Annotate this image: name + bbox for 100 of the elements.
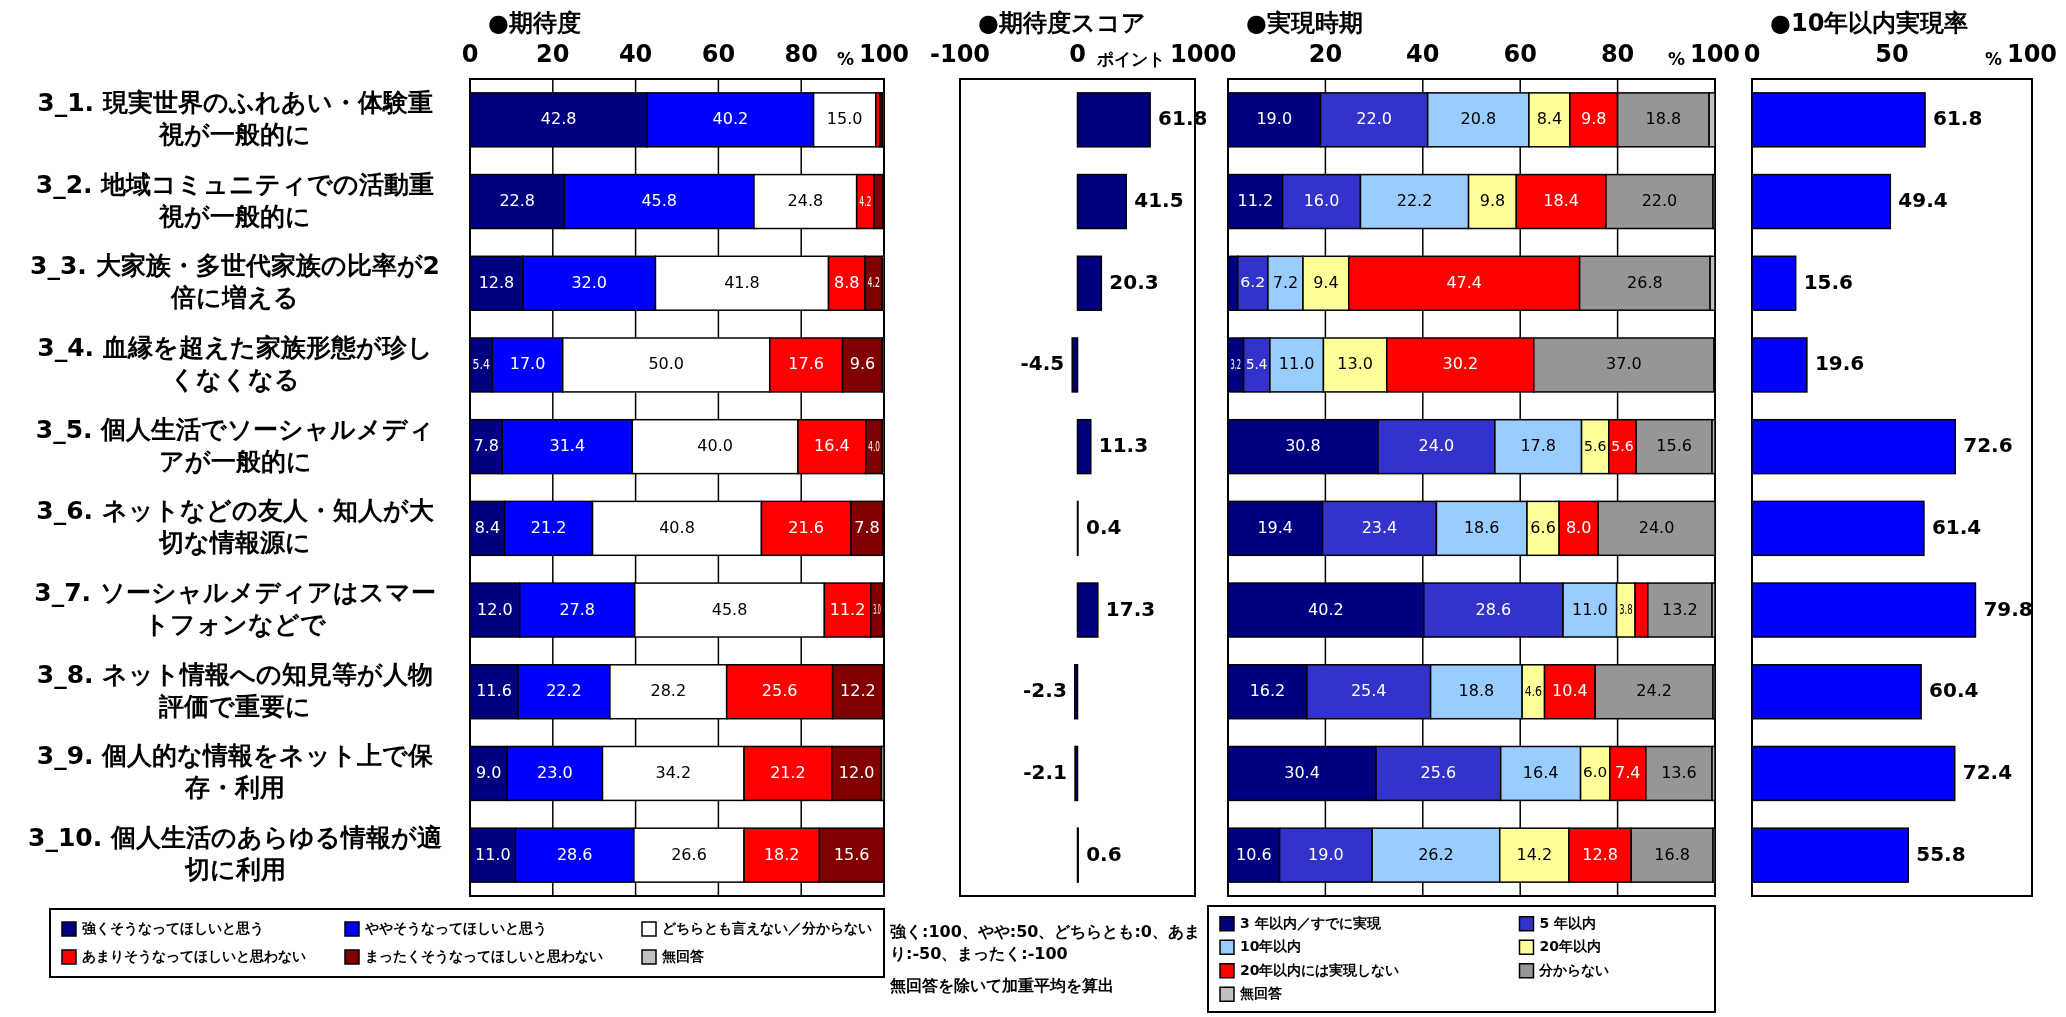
data-label: 16.4: [1522, 762, 1559, 782]
data-label: 17.8: [1520, 436, 1557, 456]
data-label: 9.0: [475, 762, 502, 782]
y-tick-label: 3_10. 個人生活のあらゆる情報が適切に利用: [28, 823, 442, 885]
data-label: 4.2: [867, 274, 890, 291]
data-label: 17.3: [1105, 596, 1156, 621]
legend-label: 20年以内: [1539, 938, 1601, 955]
chart-title: ●実現時期: [1246, 9, 1363, 37]
data-label: 16.2: [1249, 681, 1286, 701]
data-label: 11.0: [474, 844, 511, 864]
y-tick-label: 3_2. 地域コミュニティでの活動重視が一般的に: [35, 169, 435, 231]
data-label: 21.2: [770, 762, 806, 782]
data-label: 11.2: [1237, 191, 1274, 211]
data-label: 6.2: [1240, 274, 1266, 291]
data-label: 40.2: [1308, 599, 1344, 619]
data-label: 45.8: [711, 599, 748, 619]
data-label: 32.0: [571, 272, 608, 292]
chart-title: ●10年以内実現率: [1770, 9, 1969, 37]
data-label: 11.0: [1278, 354, 1315, 374]
data-label: 7.2: [1272, 272, 1299, 292]
y-tick-label: 3_8. ネット情報への知見等が人物評価で重要に: [36, 659, 434, 721]
data-label: 7.8: [854, 517, 880, 537]
legend-label: どちらとも言えない／分からない: [662, 920, 872, 936]
data-label: 12.2: [840, 681, 876, 701]
data-label: 3.8: [1619, 601, 1642, 618]
data-label: 5.6: [1611, 437, 1634, 454]
data-label: 27.8: [559, 599, 596, 619]
data-label: 40.2: [712, 109, 749, 129]
data-label: 5.6: [1584, 437, 1607, 454]
y-tick-label: 3_1. 現実世界のふれあい・体験重視が一般的に: [37, 87, 433, 149]
data-label: 41.5: [1134, 188, 1184, 213]
data-label: 26.6: [671, 844, 707, 864]
bar: [1076, 582, 1099, 638]
data-label: 0.6: [1086, 841, 1122, 866]
data-label: 26.2: [1418, 844, 1454, 864]
legend-label: あまりそうなってほしいと思わない: [82, 948, 306, 965]
data-label: 72.4: [1962, 759, 2013, 784]
legend-label: 3 年以内／すでに実現: [1240, 914, 1382, 931]
x-tick-label: 40: [618, 40, 653, 68]
data-label: 16.4: [814, 436, 850, 456]
data-label: 10.6: [1236, 844, 1272, 864]
data-label: 19.0: [1256, 109, 1293, 129]
data-label: 25.6: [1420, 762, 1457, 782]
legend-label: ややそうなってほしいと思う: [364, 920, 547, 937]
data-label: 24.0: [1638, 517, 1675, 537]
data-label: 18.8: [1645, 109, 1682, 129]
data-label: 11.3: [1098, 433, 1149, 458]
data-label: 4.0: [868, 437, 891, 454]
bar: [1076, 418, 1092, 475]
bar: [1076, 255, 1103, 311]
data-label: 30.4: [1284, 762, 1320, 782]
x-tick-label: 60: [1503, 40, 1537, 68]
data-label: 11.6: [476, 681, 512, 701]
x-tick-label: 80: [784, 40, 818, 68]
legend-label: 20年以内には実現しない: [1240, 961, 1400, 978]
data-label: 24.0: [1418, 436, 1455, 456]
data-label: 61.8: [1933, 106, 1983, 131]
data-label: 11.0: [1572, 599, 1608, 619]
x-axis-title: %: [836, 49, 854, 69]
data-label: 12.8: [478, 272, 515, 292]
bar: [1076, 173, 1128, 230]
x-tick-label: 20: [536, 40, 570, 68]
x-axis-title: %: [1667, 49, 1685, 69]
data-label: 5.4: [1246, 355, 1269, 372]
data-label: 42.8: [540, 109, 577, 129]
data-label: 31.4: [549, 436, 586, 456]
data-label: 41.8: [724, 272, 760, 292]
x-axis-title: %: [1984, 49, 2002, 69]
data-label: 30.2: [1442, 354, 1479, 374]
data-label: 12.0: [477, 599, 513, 619]
data-label: 12.0: [838, 762, 875, 782]
x-axis-title: ポイント: [1096, 49, 1165, 69]
x-tick-label: 100: [2006, 40, 2058, 68]
data-label: 20.8: [1460, 109, 1497, 129]
data-label: 60.4: [1929, 678, 1979, 703]
data-label: 79.8: [1983, 596, 2033, 621]
data-label: 61.4: [1931, 514, 1982, 539]
data-label: 6.6: [1530, 517, 1556, 537]
data-label: 23.4: [1361, 517, 1398, 537]
data-label: 0.4: [1085, 514, 1122, 539]
bar: [1071, 337, 1079, 393]
data-label: 8.0: [1565, 517, 1592, 537]
data-label: -2.3: [1023, 678, 1067, 703]
data-label: 3.0: [873, 601, 896, 618]
data-label: 40.8: [659, 517, 695, 537]
data-label: 15.6: [833, 844, 870, 864]
data-label: 9.8: [1479, 191, 1506, 211]
data-label: 18.8: [1458, 681, 1495, 701]
data-label: 19.4: [1257, 517, 1294, 537]
data-label: 28.6: [556, 844, 593, 864]
data-label: 47.4: [1446, 272, 1483, 292]
data-label: 15.6: [1803, 269, 1854, 294]
data-label: 8.4: [474, 517, 501, 537]
data-label: 17.6: [788, 354, 824, 374]
data-label: 72.6: [1963, 433, 2013, 458]
x-tick-label: 0: [461, 40, 479, 68]
data-label: 15.6: [1656, 436, 1692, 456]
data-label: 18.2: [763, 844, 800, 864]
data-label: 22.0: [1641, 191, 1678, 211]
legend-label: 5 年以内: [1539, 914, 1597, 931]
